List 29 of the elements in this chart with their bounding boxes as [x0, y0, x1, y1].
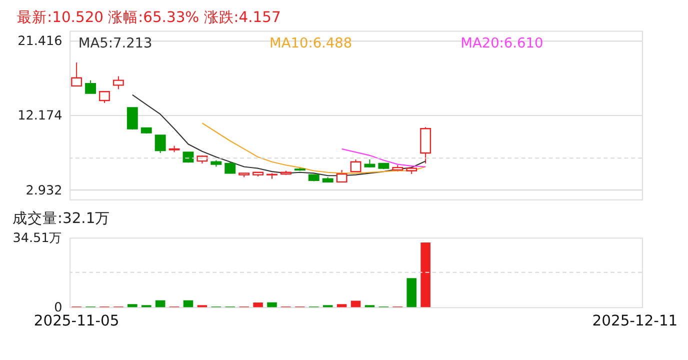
chart-title: 最新:10.520 涨幅:65.33% 涨跌:4.157 — [17, 8, 281, 26]
bar — [350, 300, 361, 308]
candlestick — [71, 62, 82, 87]
candlestick — [350, 158, 362, 172]
text: MA5:7.213 — [78, 35, 152, 52]
candlestick — [99, 91, 110, 104]
bar — [155, 300, 166, 308]
bar — [420, 242, 430, 308]
chart-title: 成交量:32.1万 — [12, 210, 110, 227]
candlestick — [85, 80, 96, 94]
candlestick — [112, 76, 124, 90]
y-tick-label: 2.932 — [26, 183, 62, 198]
x-tick-label: 2025-12-11 — [592, 312, 678, 330]
text: MA10:6.488 — [270, 35, 352, 52]
text: MA20:6.610 — [460, 35, 544, 52]
bar — [253, 302, 263, 308]
candlestick — [126, 107, 138, 130]
y-tick-label: 12.174 — [18, 108, 62, 124]
bar — [183, 300, 194, 308]
y-tick-label: 21.416 — [18, 34, 62, 50]
y-tick-label: 34.51万 — [12, 230, 62, 246]
candlestick — [154, 134, 166, 154]
candlestick — [224, 161, 236, 174]
bar — [267, 302, 277, 308]
candlestick — [336, 169, 348, 183]
bar — [128, 304, 138, 308]
bar — [336, 304, 347, 308]
bar — [406, 278, 416, 308]
line-series — [341, 148, 426, 168]
